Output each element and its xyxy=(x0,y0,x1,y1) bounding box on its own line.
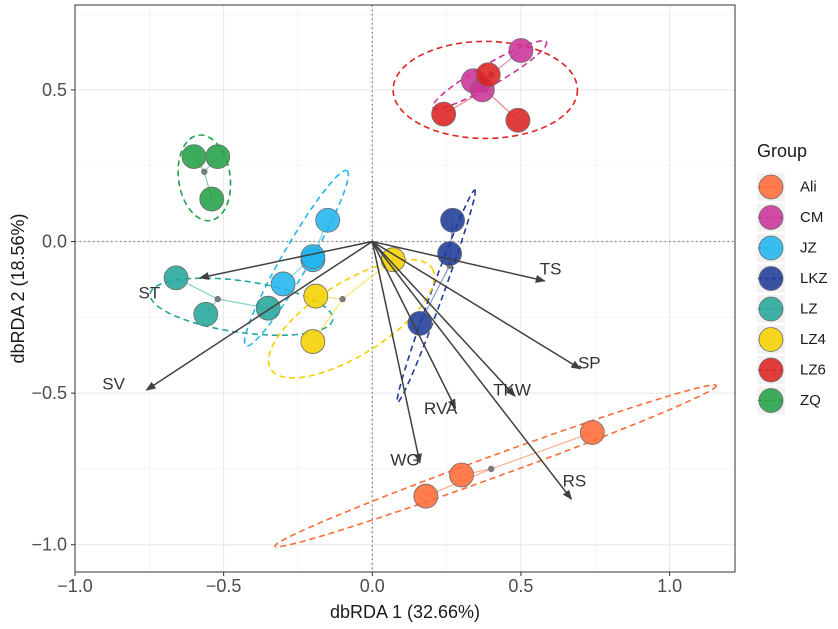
legend-label: JZ xyxy=(800,240,817,257)
vector-label-tkw: TKW xyxy=(493,381,531,400)
point-jz xyxy=(270,271,296,297)
centroid-lz4 xyxy=(339,295,346,303)
y-tick-label: −0.5 xyxy=(31,383,67,403)
point-ali xyxy=(449,462,474,488)
ellipse-ali xyxy=(274,384,718,548)
spider-ali xyxy=(491,431,593,470)
vector-sv xyxy=(145,240,373,391)
point-lz6 xyxy=(431,101,457,127)
vector-label-ts: TS xyxy=(540,259,562,278)
point-lz xyxy=(193,301,219,327)
vector-label-sp: SP xyxy=(578,353,601,372)
vector-st xyxy=(198,240,373,280)
point-lz6 xyxy=(475,62,501,88)
legend-key-point xyxy=(758,296,784,322)
legend-key-point xyxy=(758,235,784,261)
legend-key-point xyxy=(758,357,784,383)
legend-key-point xyxy=(758,388,784,413)
legend-label: LZ6 xyxy=(800,362,826,379)
axes: −1.0 −0.5 0.0 0.5 1.0 −1.0 −0.5 0.0 0.5 xyxy=(31,80,682,596)
point-lkz xyxy=(440,207,465,233)
legend-item-zq: ZQ xyxy=(757,386,821,415)
vector-tkw xyxy=(371,240,516,397)
point-jz xyxy=(300,244,326,270)
vector-sp xyxy=(371,240,582,370)
vector-label-rs: RS xyxy=(563,472,587,491)
y-tick-label: 0.5 xyxy=(42,80,67,100)
legend-label: CM xyxy=(800,209,823,226)
legend-label: LZ xyxy=(800,301,818,318)
legend-item-ali: Ali xyxy=(757,173,817,201)
x-tick-label: −0.5 xyxy=(206,576,242,596)
point-ali xyxy=(413,483,439,509)
env-vectors: TS SP TKW RVA RS WG ST SV xyxy=(102,240,601,501)
vector-label-sv: SV xyxy=(102,375,125,394)
vector-ts xyxy=(372,240,546,283)
legend-key-point xyxy=(758,174,784,200)
x-tick-label: 0.0 xyxy=(360,576,385,596)
vector-label-rva: RVA xyxy=(424,399,458,418)
point-lz6 xyxy=(505,107,531,133)
x-tick-label: −1.0 xyxy=(57,576,93,596)
point-lz4 xyxy=(303,283,329,309)
legend-label: ZQ xyxy=(800,392,821,409)
ellipse-zq xyxy=(177,134,232,222)
point-lkz xyxy=(437,241,462,267)
vector-label-wg: WG xyxy=(390,450,419,469)
point-zq xyxy=(199,186,225,212)
legend-key-point xyxy=(758,205,784,230)
vector-wg xyxy=(371,241,422,464)
legend: Group Ali CM JZ LKZ LZ LZ4 LZ6 ZQ xyxy=(757,141,828,415)
legend-item-jz: JZ xyxy=(757,234,817,262)
plot-panel xyxy=(75,5,735,572)
legend-key-point xyxy=(758,266,784,291)
x-axis-title: dbRDA 1 (32.66%) xyxy=(330,602,480,622)
sample-points xyxy=(163,38,605,509)
y-axis-title: dbRDA 2 (18.56%) xyxy=(8,213,28,363)
point-lz xyxy=(163,265,189,291)
legend-key-point xyxy=(758,327,784,352)
point-jz xyxy=(315,207,341,233)
point-lz4 xyxy=(300,329,326,354)
vector-label-st: ST xyxy=(138,284,160,303)
centroid-zq xyxy=(201,168,208,175)
y-tick-label: −1.0 xyxy=(31,535,67,555)
legend-item-cm: CM xyxy=(757,203,823,232)
x-tick-label: 1.0 xyxy=(657,576,682,596)
point-lz xyxy=(255,295,281,321)
ellipse-lkz xyxy=(396,189,477,404)
legend-item-lz4: LZ4 xyxy=(757,325,826,354)
vector-rs xyxy=(371,241,573,501)
plot-border xyxy=(74,4,736,573)
vector-rva xyxy=(371,241,457,410)
point-cm xyxy=(508,38,534,63)
y-tick-label: 0.0 xyxy=(42,232,67,252)
x-tick-label: 0.5 xyxy=(508,576,533,596)
ellipse-lz xyxy=(149,277,334,337)
point-zq xyxy=(205,144,231,170)
centroid-ali xyxy=(488,465,495,473)
point-ali xyxy=(579,420,605,445)
legend-item-lz: LZ xyxy=(757,295,818,323)
point-zq xyxy=(181,144,207,170)
legend-label: LZ4 xyxy=(800,331,826,348)
legend-item-lkz: LKZ xyxy=(757,264,828,293)
legend-item-lz6: LZ6 xyxy=(757,356,826,384)
legend-label: LKZ xyxy=(800,270,828,287)
centroid-lz xyxy=(214,295,221,303)
legend-title: Group xyxy=(757,141,807,161)
ellipse-lz6 xyxy=(392,40,579,140)
ellipse-lz4 xyxy=(267,258,436,379)
legend-label: Ali xyxy=(800,179,817,196)
